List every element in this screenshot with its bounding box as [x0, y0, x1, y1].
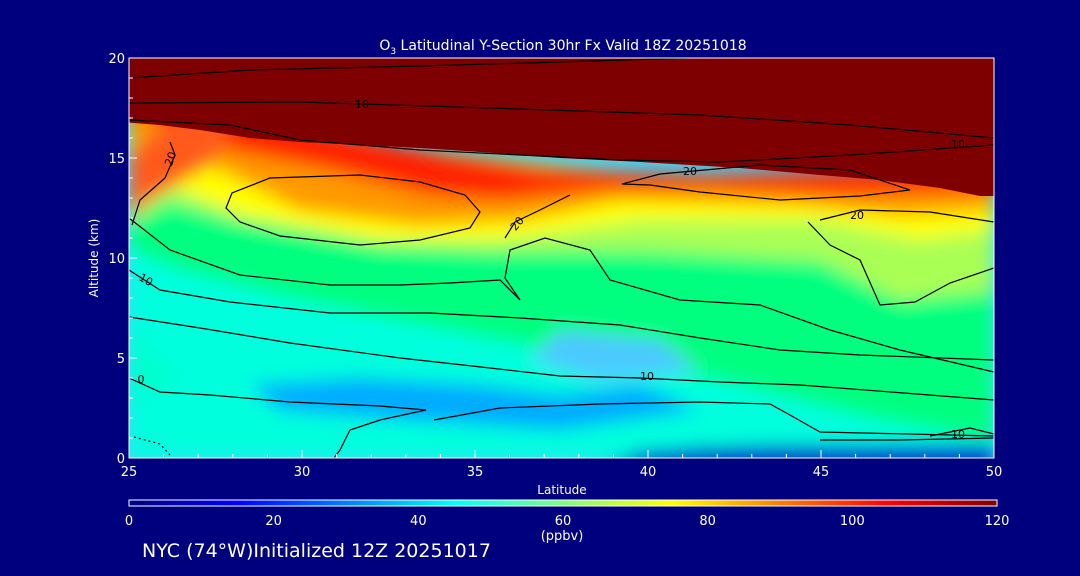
contour-line	[433, 401, 994, 437]
y-axis-label: Altitude (km)	[87, 219, 101, 298]
contour-label: 10	[640, 370, 654, 383]
contour-line	[929, 427, 994, 437]
contour-line	[504, 194, 571, 239]
colorbar-tick-label: 60	[555, 514, 572, 529]
y-tick-label: 20	[108, 52, 125, 67]
contour-line	[621, 164, 911, 201]
contour-label: 20	[162, 150, 179, 168]
contour-line	[129, 119, 994, 163]
y-tick-label: 15	[108, 152, 125, 167]
contour-line	[807, 221, 994, 306]
colorbar-tick-label: 40	[410, 514, 427, 529]
x-axis-label: Latitude	[537, 483, 586, 497]
x-tick-label: 35	[467, 465, 484, 480]
contour-lines	[129, 58, 994, 458]
y-tick-label: 0	[117, 452, 125, 467]
colorbar-unit-label: (ppbv)	[541, 529, 584, 544]
contour-line	[131, 141, 176, 226]
contour-line	[129, 217, 994, 373]
colorbar	[128, 499, 998, 507]
contour-label: 10	[951, 428, 965, 441]
colorbar-ticks: 0 20 40 60 80 100 120	[125, 514, 1010, 529]
contour-line	[129, 58, 691, 79]
colorbar-tick-label: 20	[265, 514, 282, 529]
colorbar-tick-label: 120	[985, 514, 1010, 529]
y-tick-label: 10	[108, 252, 125, 267]
contour-label: 20	[683, 165, 697, 178]
x-tick-label: 40	[640, 465, 657, 480]
contour-line	[129, 316, 994, 401]
colorbar-tick-label: 80	[699, 514, 716, 529]
contour-line	[820, 437, 994, 441]
contour-line	[129, 377, 427, 458]
footer-init-text: NYC (74°W)Initialized 12Z 20251017	[142, 540, 491, 562]
contour-line	[129, 269, 994, 361]
y-tick-label: 5	[117, 352, 125, 367]
y-axis-ticks: 0 5 10 15 20	[108, 52, 137, 467]
contour-label: 10	[951, 138, 965, 151]
x-axis-ticks: 25 30 35 40 45 50	[121, 450, 1003, 480]
x-tick-label: 25	[121, 465, 138, 480]
contour-label: 10	[355, 98, 369, 111]
contour-label: 10	[136, 271, 155, 289]
x-tick-label: 30	[294, 465, 311, 480]
contour-line	[819, 209, 994, 223]
contour-line	[225, 174, 481, 246]
colorbar-tick-label: 100	[840, 514, 865, 529]
ozone-concentration-field	[129, 58, 994, 458]
contour-line	[129, 101, 994, 139]
contour-label: 0	[138, 373, 145, 386]
x-tick-label: 45	[813, 465, 830, 480]
contour-line-dotted	[133, 436, 171, 456]
colorbar-tick-label: 0	[125, 514, 133, 529]
x-tick-label: 50	[986, 465, 1003, 480]
contour-label: 20	[850, 209, 864, 222]
chart-title: O3 Latitudinal Y-Section 30hr Fx Valid 1…	[379, 38, 746, 57]
